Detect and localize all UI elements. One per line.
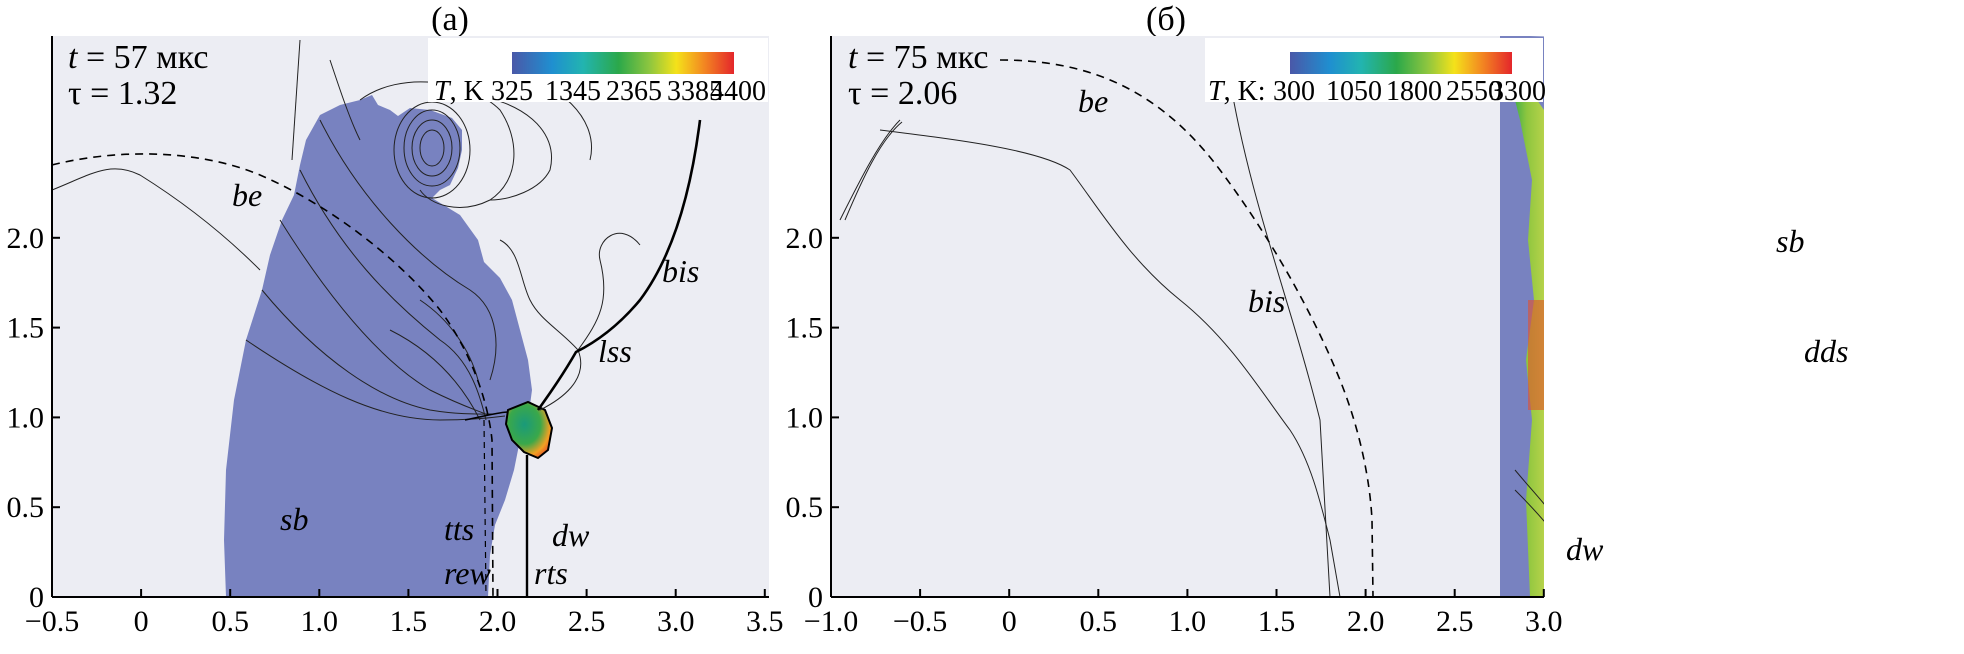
panel-b-droplet	[1588, 572, 1636, 597]
panel-b-x-tick-label: −1.0	[804, 605, 858, 638]
panel-a-label-lss: lss	[598, 333, 632, 369]
panel-a-label-sb: sb	[280, 501, 308, 537]
panel-a-x-tick-label: 2.5	[568, 605, 606, 638]
panel-a-x-tick-label: 3.0	[657, 605, 695, 638]
panel-a-x-tick-label: 2.0	[479, 605, 517, 638]
panel-b-y-tick-label: 1.0	[786, 401, 824, 434]
panel-b-label-bis: bis	[1248, 283, 1285, 319]
panel-a-label-tts: tts	[444, 511, 474, 547]
panel-a-x-tick-label: 1.5	[390, 605, 428, 638]
panel-a-tau-text: τ = 1.32	[68, 75, 177, 112]
panel-b-colorbar-tick: 2550	[1446, 76, 1502, 107]
panel-a-x-tick-label: 0	[134, 605, 149, 638]
panel-a-bis-shock	[536, 119, 702, 411]
panel-a-y-tick-label: 1.5	[7, 312, 45, 345]
panel-a-colorbar	[512, 52, 734, 74]
panel-b-colorbar	[1290, 52, 1512, 74]
panel-b-label-sb: sb	[1776, 223, 1804, 259]
panel-b-colorbar-tick: 1800	[1386, 76, 1442, 107]
panel-b-x-tick-label: 2.5	[1436, 605, 1474, 638]
panel-a-x-tick-label: 1.0	[301, 605, 339, 638]
panel-a-colorbar-label: T, K	[434, 76, 484, 107]
panel-a-gas-region	[224, 95, 532, 597]
panel-a-label-rts: rts	[534, 555, 568, 591]
panel-b-colorbar-tick: 1050	[1326, 76, 1382, 107]
panel-b-x-tick-label: 3.0	[1525, 605, 1563, 638]
panel-a-label-be: be	[232, 177, 262, 213]
panel-a-colorbar-tick: 4400	[710, 76, 766, 107]
panel-b: (б)	[786, 1, 1849, 638]
panel-b-colorbar-label: T, K:	[1208, 76, 1266, 107]
panel-b-x-tick-label: 2.0	[1347, 605, 1385, 638]
panel-a-label-dw: dw	[552, 517, 590, 553]
panel-a-y-tick-label: 2.0	[7, 222, 45, 255]
panel-b-hot-edge	[1510, 80, 1544, 597]
panel-a-be-curve	[52, 153, 494, 597]
panel-a-y-tick-label: 0.5	[7, 491, 45, 524]
panel-b-y-tick-label: 0	[808, 581, 823, 614]
panel-b-x-tick-label: 1.0	[1169, 605, 1207, 638]
panel-b-colorbar-tick: 3300	[1490, 76, 1546, 107]
panel-b-time-text: t = 75 мкс	[848, 39, 988, 76]
panel-b-label-be: be	[1078, 83, 1108, 119]
panel-a-colorbar-tick: 1345	[545, 76, 601, 107]
panel-a-colorbar-tick: 325	[491, 76, 533, 107]
panel-b-label-dw: dw	[1566, 531, 1604, 567]
panel-a-colorbar-tick: 3385	[667, 76, 723, 107]
panel-a-x-tick-label: 3.5	[746, 605, 784, 638]
panel-a-contours	[52, 39, 641, 421]
panel-a-y-tick-label: 1.0	[7, 401, 45, 434]
panel-b-ticks: −1.0 −0.5 0 0.5 1.0 1.5 2.0 2.5 3.0 0 0.5 1.0 1.5 2.0	[786, 222, 1563, 638]
panel-a-ticks: −0.5 0 0.5 1.0 1.5 2.0 2.5 3.0 3.500.51.01.52.0	[7, 222, 784, 638]
panel-b-plot-area	[831, 36, 1544, 597]
panel-b-colorbar-tick: 300	[1273, 76, 1315, 107]
panel-a-x-tick-label: 0.5	[211, 605, 249, 638]
panel-b-y-tick-label: 1.5	[786, 312, 824, 345]
panel-a-droplet	[504, 400, 554, 460]
panel-a-colorbar-tick: 2365	[606, 76, 662, 107]
panel-a-title: (а)	[431, 1, 469, 38]
panel-a-time-text: t = 57 мкс	[68, 39, 208, 76]
panel-a-label-bis: bis	[662, 253, 699, 289]
panel-b-y-tick-label: 0.5	[786, 491, 824, 524]
panel-b-x-tick-label: −0.5	[893, 605, 947, 638]
panel-b-x-tick-label: 1.5	[1258, 605, 1296, 638]
panel-a: (а)	[7, 1, 784, 638]
panel-a-label-rew: rew	[444, 555, 491, 591]
panel-b-x-tick-label: 0	[1002, 605, 1017, 638]
panel-b-label-dds: dds	[1804, 333, 1848, 369]
panel-b-be-curve	[999, 59, 1374, 597]
panel-b-tau-text: τ = 2.06	[848, 75, 957, 112]
panel-b-title: (б)	[1146, 1, 1186, 38]
panel-b-y-tick-label: 2.0	[786, 222, 824, 255]
panel-b-contours	[839, 79, 1544, 597]
panel-a-x-tick-label: −0.5	[25, 605, 79, 638]
panel-a-y-tick-label: 0	[29, 581, 44, 614]
panel-b-x-tick-label: 0.5	[1080, 605, 1118, 638]
